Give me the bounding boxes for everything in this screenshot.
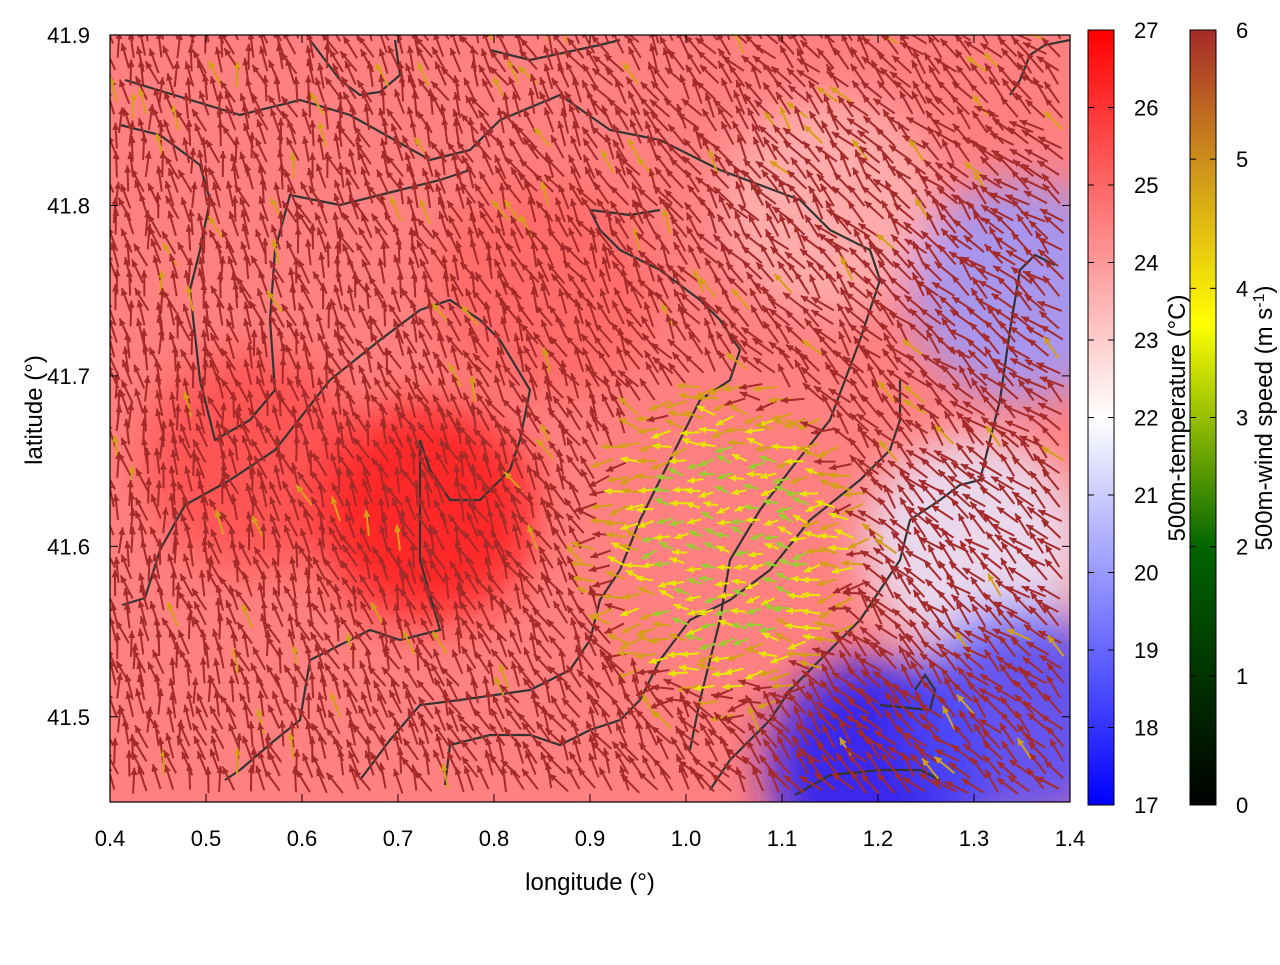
colorbar-tick-label: 27	[1134, 18, 1158, 43]
colorbar-tick-label: 4	[1236, 276, 1248, 301]
colorbar-tick-label: 18	[1134, 716, 1158, 741]
x-tick-label: 0.8	[479, 826, 510, 851]
x-tick-label: 1.4	[1055, 826, 1086, 851]
y-tick-label: 41.8	[47, 193, 90, 218]
colorbar-tick-label: 21	[1134, 483, 1158, 508]
temperature-colorbar: 17 18 19 20 21 22 23 24 25 26 27 500m-temperature …	[1088, 18, 1191, 818]
y-tick-label: 41.9	[47, 23, 90, 48]
x-tick-label: 1.1	[767, 826, 798, 851]
colorbar-tick-label: 19	[1134, 638, 1158, 663]
colorbar-tick-label: 2	[1236, 535, 1248, 560]
x-tick-label: 1.3	[959, 826, 990, 851]
x-tick-label: 0.4	[95, 826, 126, 851]
colorbar-tick-label: 1	[1236, 664, 1248, 689]
x-tick-label: 0.9	[575, 826, 606, 851]
colorbar-tick-label: 6	[1236, 18, 1248, 43]
colorbar-tick-label: 25	[1134, 173, 1158, 198]
temperature-colorbar-title: 500m-temperature (°C)	[1164, 294, 1191, 541]
x-tick-label: 0.5	[191, 826, 222, 851]
windspeed-colorbar: 0 1 2 3 4 5 6 500m-wind speed (m s-1)	[1190, 18, 1278, 818]
windspeed-colorbar-title: 500m-wind speed (m s-1)	[1251, 286, 1279, 551]
colorbar-tick-label: 26	[1134, 96, 1158, 121]
colorbar-tick-label: 3	[1236, 406, 1248, 431]
y-tick-label: 41.5	[47, 705, 90, 730]
colorbar-tick-label: 23	[1134, 328, 1158, 353]
y-axis-title: latitude (°)	[21, 355, 48, 465]
x-tick-label: 0.6	[287, 826, 318, 851]
colorbar-tick-label: 17	[1134, 793, 1158, 818]
y-tick-label: 41.7	[47, 364, 90, 389]
colorbar-tick-label: 20	[1134, 561, 1158, 586]
colorbar-tick-label: 24	[1134, 251, 1158, 276]
colorbar-tick-label: 22	[1134, 406, 1158, 431]
x-axis-title: longitude (°)	[525, 869, 655, 896]
colorbar-tick-label: 0	[1236, 793, 1248, 818]
x-tick-label: 1.2	[863, 826, 894, 851]
wind-arrow	[103, 19, 113, 43]
y-tick-label: 41.6	[47, 534, 90, 559]
plot-area	[101, 13, 1132, 878]
x-tick-label: 1.0	[671, 826, 702, 851]
colorbar-tick-label: 5	[1236, 147, 1248, 172]
x-tick-label: 0.7	[383, 826, 414, 851]
